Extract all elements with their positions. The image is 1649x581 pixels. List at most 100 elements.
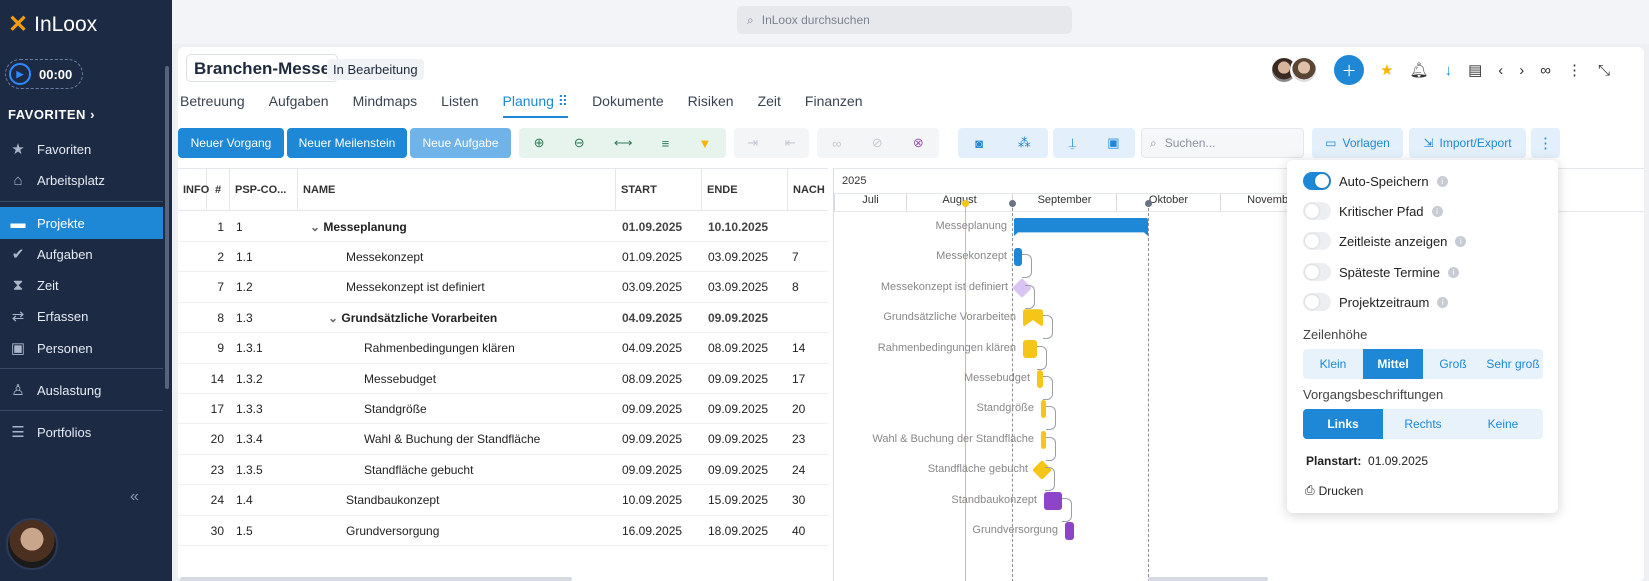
timer-button[interactable]: ▶ 00:00: [5, 59, 83, 89]
gantt-summary-bar[interactable]: [1023, 309, 1043, 328]
table-row[interactable]: 20 1.3.4 Wahl & Buchung der Standfläche 09.…: [178, 425, 828, 455]
indent-icon[interactable]: ⇥: [747, 135, 759, 150]
gantt-task-bar[interactable]: [1037, 370, 1043, 388]
cell-nach[interactable]: 8: [792, 280, 799, 295]
labels-keine[interactable]: Keine: [1487, 417, 1519, 431]
column-header-start[interactable]: START: [616, 168, 702, 211]
chevron-down-icon[interactable]: ⌄: [328, 310, 342, 325]
cell-start[interactable]: 04.09.2025: [622, 310, 683, 325]
column-header-name[interactable]: NAME: [298, 168, 616, 211]
table-row[interactable]: 30 1.5 Grundversorgung 16.09.2025 18.09.2025…: [178, 516, 828, 546]
cell-name[interactable]: ⌄ Grundsätzliche Vorarbeiten: [298, 311, 616, 325]
labels-links[interactable]: Links: [1303, 409, 1383, 439]
cell-nach[interactable]: 30: [792, 493, 806, 508]
table-row[interactable]: 23 1.3.5 Standfläche gebucht 09.09.2025 09.0…: [178, 455, 828, 486]
cell-start[interactable]: 10.09.2025: [622, 493, 683, 508]
member-avatars[interactable]: [1270, 56, 1319, 84]
info-icon[interactable]: i: [1437, 296, 1449, 308]
toggle-projektzeitraum[interactable]: Projektzeitraum i: [1303, 293, 1449, 311]
gantt-task-bar[interactable]: [1041, 430, 1046, 449]
cell-num[interactable]: 8: [217, 310, 224, 325]
toggle-kritischer-pfad[interactable]: Kritischer Pfad i: [1303, 202, 1443, 220]
print-button[interactable]: ⎙ Drucken: [1305, 483, 1363, 498]
column-header-num[interactable]: #: [207, 168, 230, 211]
new-milestone-button[interactable]: Neuer Meilenstein: [287, 128, 407, 158]
avatar[interactable]: [1290, 56, 1319, 84]
table-row[interactable]: 1 1 ⌄ Messeplanung 01.09.2025 10.10.2025: [178, 212, 828, 242]
tab-finanzen[interactable]: Finanzen: [804, 93, 863, 109]
more-vertical-icon[interactable]: ⋮: [1566, 62, 1582, 79]
cell-nach[interactable]: 14: [792, 341, 806, 356]
star-icon[interactable]: ★: [1380, 62, 1394, 79]
cell-end[interactable]: 09.09.2025: [708, 310, 769, 325]
import-export-button[interactable]: ⇲ Import/Export: [1409, 128, 1526, 158]
cell-end[interactable]: 09.09.2025: [708, 401, 769, 416]
cell-num[interactable]: 7: [217, 280, 224, 295]
row-height-mittel[interactable]: Mittel: [1363, 349, 1423, 379]
link-icon[interactable]: ∞: [1540, 61, 1551, 79]
cell-nach[interactable]: 23: [792, 432, 806, 447]
collapse-icon[interactable]: ⤡: [1597, 61, 1610, 79]
cell-num[interactable]: 30: [210, 523, 224, 538]
toggle-spaeteste-termine[interactable]: Späteste Termine i: [1303, 263, 1459, 281]
cell-end[interactable]: 09.09.2025: [708, 432, 769, 447]
sidebar-item-favoriten[interactable]: ★ Favoriten: [0, 133, 163, 165]
cell-name[interactable]: Messekonzept: [298, 250, 616, 264]
avatar[interactable]: [6, 518, 58, 570]
labels-rechts[interactable]: Rechts: [1404, 417, 1442, 431]
cell-psp[interactable]: 1.1: [236, 249, 253, 264]
toggle-auto-speichern[interactable]: Auto-Speichern i: [1303, 172, 1448, 190]
cell-name[interactable]: Messebudget: [298, 372, 616, 386]
cell-start[interactable]: 03.09.2025: [622, 280, 683, 295]
tab-dokumente[interactable]: Dokumente: [592, 93, 664, 109]
toggle-zeitleiste[interactable]: Zeitleiste anzeigen i: [1303, 232, 1467, 250]
new-todo-button[interactable]: Neue Aufgabe: [410, 128, 511, 158]
cell-psp[interactable]: 1.4: [236, 493, 253, 508]
cell-end[interactable]: 09.09.2025: [708, 371, 769, 386]
status-badge[interactable]: In Bearbeitung: [327, 59, 424, 80]
cell-start[interactable]: 09.09.2025: [622, 401, 683, 416]
cell-name[interactable]: Rahmenbedingungen klären: [298, 341, 616, 355]
plan-search-input[interactable]: ⌕ Suchen...: [1141, 128, 1304, 158]
cell-end[interactable]: 03.09.2025: [708, 280, 769, 295]
resource-icon[interactable]: ⍊: [1068, 135, 1077, 150]
switch[interactable]: [1303, 293, 1331, 311]
cell-num[interactable]: 23: [210, 462, 224, 477]
cell-start[interactable]: 09.09.2025: [622, 462, 683, 477]
page-title[interactable]: Branchen-Messe: [186, 54, 339, 82]
row-height-gross[interactable]: Groß: [1439, 357, 1467, 371]
cell-end[interactable]: 03.09.2025: [708, 249, 769, 264]
sidebar-item-zeit[interactable]: ⧗ Zeit: [0, 269, 163, 301]
global-search-input[interactable]: ⌕ InLoox durchsuchen: [737, 6, 1072, 34]
cell-start[interactable]: 08.09.2025: [622, 371, 683, 386]
sidebar-item-aufgaben[interactable]: ✔ Aufgaben: [0, 238, 163, 270]
new-task-button[interactable]: Neuer Vorgang: [178, 128, 284, 158]
tab-mindmaps[interactable]: Mindmaps: [352, 93, 418, 109]
cell-num[interactable]: 9: [217, 341, 224, 356]
collapse-sidebar-icon[interactable]: «: [130, 488, 139, 505]
table-row[interactable]: 14 1.3.2 Messebudget 08.09.2025 09.09.2025 17: [178, 364, 828, 394]
cell-nach[interactable]: 20: [792, 401, 806, 416]
outdent-icon[interactable]: ⇤: [784, 135, 796, 150]
sidebar-item-projekte[interactable]: ▬ Projekte: [0, 207, 163, 239]
templates-button[interactable]: ▭ Vorlagen: [1312, 128, 1403, 158]
cell-psp[interactable]: 1.3.1: [236, 341, 263, 356]
tab-planung[interactable]: Planung ⠿: [502, 93, 569, 118]
table-row[interactable]: 8 1.3 ⌄ Grundsätzliche Vorarbeiten 04.09.20…: [178, 303, 828, 334]
cell-num[interactable]: 1: [217, 219, 224, 234]
cell-start[interactable]: 04.09.2025: [622, 341, 683, 356]
timeline-icon[interactable]: ≡: [661, 135, 670, 151]
cell-psp[interactable]: 1: [236, 219, 243, 234]
unlink-all-icon[interactable]: ⊗: [912, 135, 924, 150]
filter-icon[interactable]: ▼: [698, 135, 712, 151]
cell-name[interactable]: Messekonzept ist definiert: [298, 280, 616, 294]
cell-start[interactable]: 09.09.2025: [622, 432, 683, 447]
cell-num[interactable]: 24: [210, 493, 224, 508]
column-header-nach[interactable]: NACH: [793, 183, 825, 196]
cell-start[interactable]: 16.09.2025: [622, 523, 683, 538]
cell-name[interactable]: Wahl & Buchung der Standfläche: [298, 432, 616, 446]
sidebar-item-auslastung[interactable]: ♙ Auslastung: [0, 374, 163, 406]
grid-horizontal-scrollbar[interactable]: [180, 577, 572, 581]
switch[interactable]: [1303, 232, 1331, 250]
gantt-task-bar[interactable]: [1023, 339, 1037, 358]
